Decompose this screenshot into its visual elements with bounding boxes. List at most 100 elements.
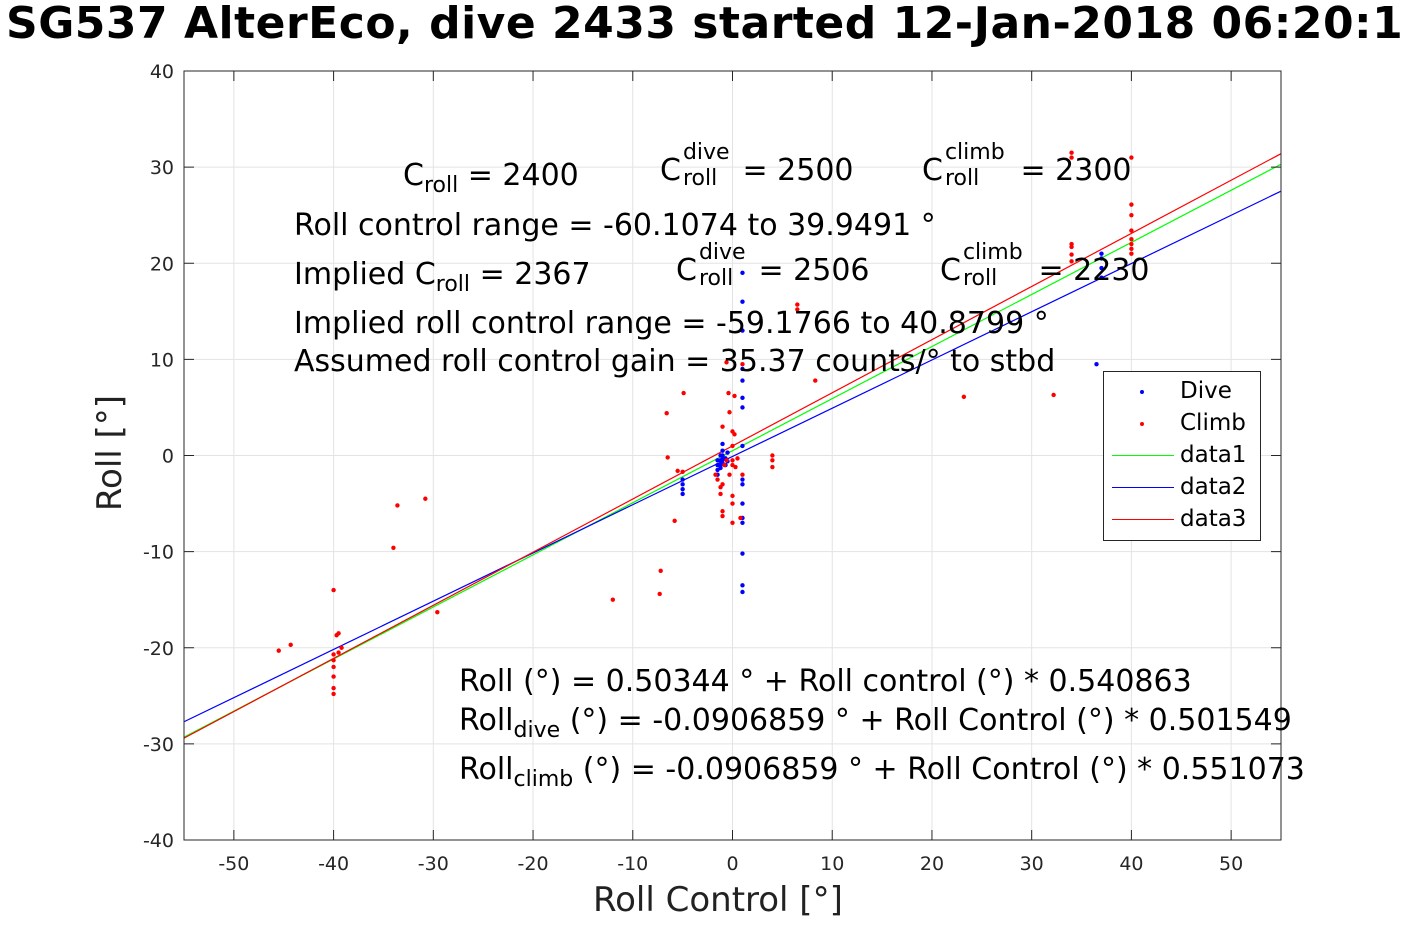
y-tick-label: -10 xyxy=(143,542,174,564)
annotation-gain: Assumed roll control gain = 35.37 counts… xyxy=(294,344,1056,379)
point-dive xyxy=(740,395,745,401)
point-dive xyxy=(740,443,745,449)
point-dive xyxy=(740,299,745,304)
point-climb xyxy=(961,394,967,400)
point-climb xyxy=(435,609,440,615)
point-climb xyxy=(1069,244,1074,250)
point-climb xyxy=(713,472,718,477)
x-tick-label: 20 xyxy=(920,853,944,875)
point-climb xyxy=(735,456,740,461)
point-climb xyxy=(740,361,745,367)
y-tick-label: -30 xyxy=(143,734,174,756)
point-climb xyxy=(795,307,800,312)
legend-label-climb: Climb xyxy=(1180,410,1246,436)
point-dive xyxy=(680,491,685,497)
axis-ticks: -50 -40 -30 -20 -10 0 10 20 30 40 50 -40 -30 -20 -10 0 1… xyxy=(143,61,1281,875)
point-climb xyxy=(727,410,732,415)
point-climb xyxy=(331,658,336,663)
point-climb xyxy=(680,469,685,475)
point-dive xyxy=(740,378,745,383)
point-climb xyxy=(720,509,725,514)
point-climb xyxy=(675,468,680,474)
point-climb xyxy=(288,642,293,648)
point-climb xyxy=(738,515,743,521)
annotation-fit-dive: Rolldive (°) = -0.0906859 ° + Roll Contr… xyxy=(459,703,1292,743)
point-climb xyxy=(727,472,732,477)
point-climb xyxy=(726,390,731,396)
x-tick-label: 40 xyxy=(1119,853,1143,875)
point-climb xyxy=(1129,202,1134,207)
point-climb xyxy=(733,464,738,470)
legend-item-climb: Climb xyxy=(1104,408,1260,440)
legend-item-dive: Dive xyxy=(1104,376,1260,408)
point-climb xyxy=(1129,251,1134,256)
legend-label-data1: data1 xyxy=(1180,442,1247,468)
legend-line-data2 xyxy=(1112,487,1174,488)
point-dive xyxy=(740,477,745,482)
point-dive xyxy=(740,520,745,525)
point-climb xyxy=(665,455,670,460)
point-dive xyxy=(740,501,745,506)
point-climb xyxy=(724,360,729,365)
legend: Dive Climb data1 data2 data3 xyxy=(1103,371,1261,541)
legend-item-data3: data3 xyxy=(1104,504,1260,536)
point-dive xyxy=(740,328,745,333)
annotation-fit-climb: Rollclimb (°) = -0.0906859 ° + Roll Cont… xyxy=(459,752,1305,792)
point-climb xyxy=(672,518,677,524)
point-climb xyxy=(657,591,662,597)
x-tick-label: 10 xyxy=(820,853,844,875)
series-line-data1 xyxy=(183,163,1282,738)
point-dive xyxy=(718,465,723,471)
point-climb xyxy=(770,464,775,470)
point-dive xyxy=(740,270,745,276)
point-dive xyxy=(1099,256,1104,261)
point-climb xyxy=(720,424,725,429)
x-tick-label: -40 xyxy=(318,853,349,875)
point-climb xyxy=(1129,228,1134,233)
point-climb xyxy=(391,545,396,550)
chart-title: SG537 AlterEco, dive 2433 started 12-Jan… xyxy=(6,0,1404,49)
point-climb xyxy=(664,411,669,416)
point-dive xyxy=(680,477,685,482)
point-climb xyxy=(658,568,663,574)
point-climb xyxy=(339,645,344,650)
data-points xyxy=(276,150,1134,697)
y-tick-label: 0 xyxy=(162,446,174,468)
point-climb xyxy=(730,493,735,499)
point-climb xyxy=(395,503,400,508)
point-climb xyxy=(1129,155,1134,160)
annotation-roll-control-range: Roll control range = -60.1074 to 39.9491… xyxy=(294,208,936,243)
series-line-data2 xyxy=(183,190,1282,723)
point-climb xyxy=(724,458,729,463)
point-dive xyxy=(1099,275,1104,280)
annotation-fit: Roll (°) = 0.50344 ° + Roll control (°) … xyxy=(459,664,1192,699)
point-climb xyxy=(331,685,336,691)
point-climb xyxy=(681,390,686,396)
point-dive xyxy=(740,589,745,595)
legend-line-data1 xyxy=(1112,455,1174,456)
point-climb xyxy=(331,664,336,670)
y-tick-label: 10 xyxy=(150,349,174,371)
point-climb xyxy=(732,393,737,399)
point-climb xyxy=(720,482,725,487)
y-tick-label: -20 xyxy=(143,638,174,660)
point-dive xyxy=(1099,251,1104,256)
point-dive xyxy=(740,482,745,487)
y-tick-label: 40 xyxy=(150,61,174,83)
point-climb xyxy=(730,443,735,449)
annotation-implied-range: Implied roll control range = -59.1766 to… xyxy=(294,306,1049,341)
annotation-c-roll: Croll = 2400 xyxy=(403,158,579,198)
point-dive xyxy=(1094,361,1099,367)
point-climb xyxy=(423,496,428,501)
annotation-implied-c-roll: Implied Croll = 2367 xyxy=(294,257,591,297)
legend-item-data2: data2 xyxy=(1104,472,1260,504)
point-dive xyxy=(680,482,685,487)
point-climb xyxy=(331,691,336,697)
point-climb xyxy=(336,631,341,636)
point-dive xyxy=(740,405,745,410)
x-axis-label: Roll Control [°] xyxy=(593,880,843,920)
point-climb xyxy=(722,462,727,468)
